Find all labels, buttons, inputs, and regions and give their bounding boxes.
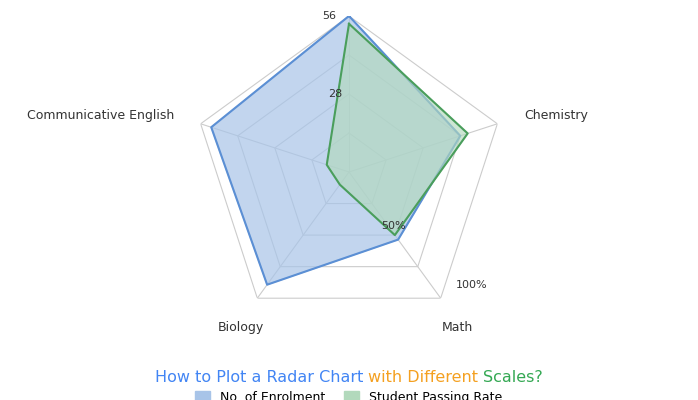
Text: How to Plot a Radar Chart with Different Scales?: How to Plot a Radar Chart with Different…: [155, 370, 543, 386]
Text: Biology: Biology: [218, 321, 264, 334]
Text: 100%: 100%: [456, 280, 488, 290]
Text: with Different: with Different: [369, 370, 484, 386]
Text: 50%: 50%: [381, 221, 406, 231]
Text: 28: 28: [329, 89, 343, 99]
Polygon shape: [327, 24, 468, 235]
Legend: No. of Enrolment, Student Passing Rate: No. of Enrolment, Student Passing Rate: [191, 386, 507, 400]
Text: Chemistry: Chemistry: [524, 109, 588, 122]
Polygon shape: [211, 16, 460, 285]
Text: Scales?: Scales?: [484, 370, 543, 386]
Text: Math: Math: [442, 321, 473, 334]
Text: 56: 56: [322, 12, 336, 22]
Text: How to Plot a Radar Chart: How to Plot a Radar Chart: [155, 370, 369, 386]
Text: Communicative English: Communicative English: [27, 109, 174, 122]
